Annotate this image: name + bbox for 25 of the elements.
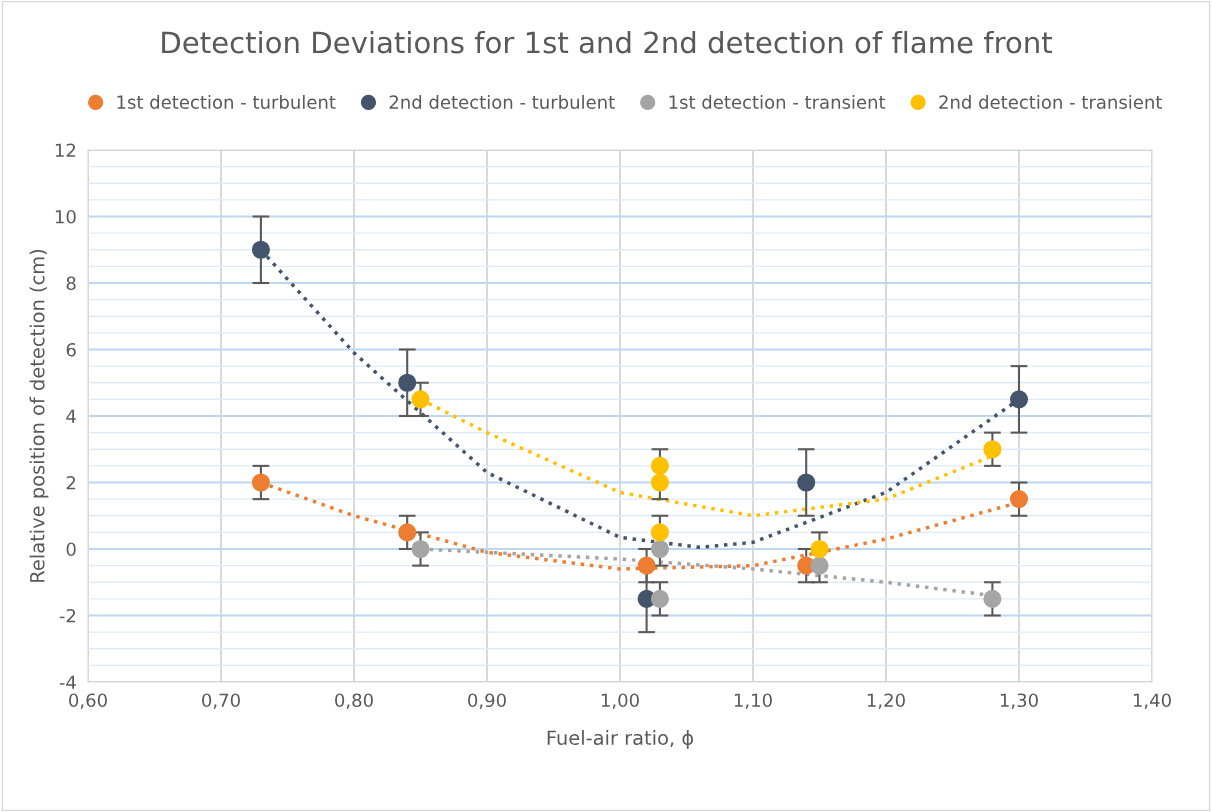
y-tick-label: 10 xyxy=(55,209,76,224)
x-tick-label: 0,80 xyxy=(335,693,373,709)
legend-label: 1st detection - transient xyxy=(669,95,886,109)
y-tick-label: 4 xyxy=(66,409,76,423)
legend-label: 2nd detection - turbulent xyxy=(389,95,615,109)
x-tick-label: 0,70 xyxy=(202,693,240,709)
x-tick-label: 1,40 xyxy=(1133,693,1171,709)
x-tick-label: 1,00 xyxy=(601,693,639,709)
x-axis-title: Fuel-air ratio, ϕ xyxy=(547,730,694,749)
x-tick-label: 1,10 xyxy=(734,693,772,709)
x-tick-label: 0,90 xyxy=(468,693,506,709)
y-tick-label: 0 xyxy=(66,542,76,557)
y-axis-title: Relative position of detection (cm) xyxy=(29,249,49,582)
legend-label: 1st detection - turbulent xyxy=(117,95,336,109)
x-tick-label: 1,20 xyxy=(867,693,905,709)
x-tick-label: 1,30 xyxy=(1000,693,1038,709)
legend-label: 2nd detection - transient xyxy=(939,95,1162,109)
y-tick-label: 12 xyxy=(55,143,76,157)
y-tick-label: -4 xyxy=(59,675,76,689)
x-tick-label: 0,60 xyxy=(69,693,107,709)
chart-title: Detection Deviations for 1st and 2nd detection of flame front xyxy=(162,30,1052,54)
y-tick-label: 2 xyxy=(66,475,76,490)
y-tick-label: -2 xyxy=(59,608,76,623)
y-tick-label: 6 xyxy=(66,342,76,357)
y-tick-label: 8 xyxy=(66,276,76,291)
